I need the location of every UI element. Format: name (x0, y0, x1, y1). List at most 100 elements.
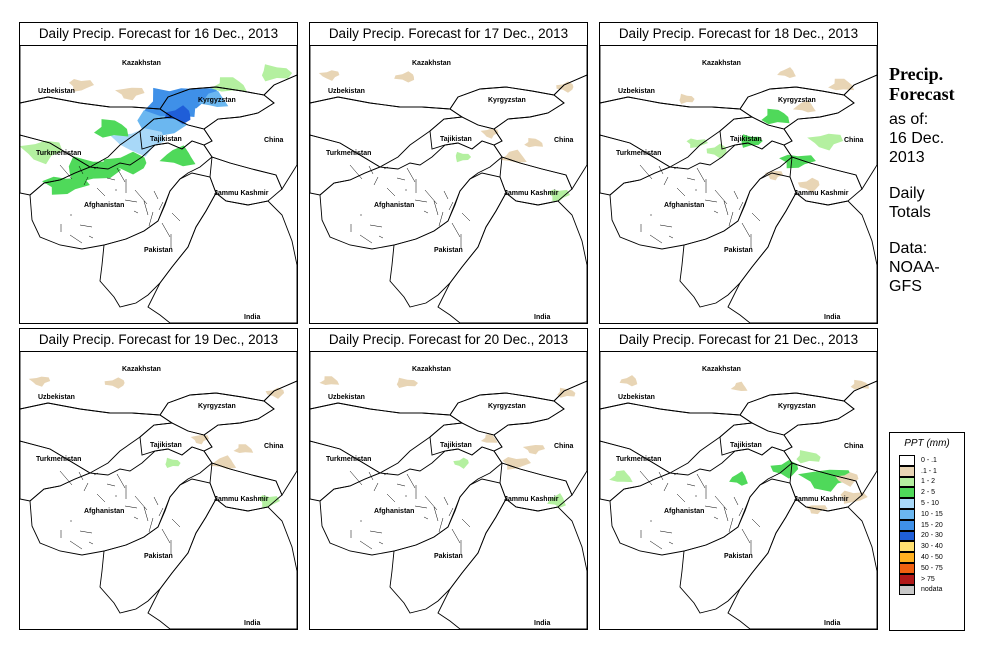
daily-line2: Totals (889, 204, 931, 221)
china-border (203, 74, 297, 190)
turkmenistan-border (310, 440, 382, 502)
country-label: Kazakhstan (122, 60, 161, 67)
province-border (124, 199, 138, 203)
precip-area (840, 490, 868, 504)
country-label: China (844, 443, 864, 450)
country-label: Pakistan (434, 553, 463, 560)
data-line2: NOAA- (889, 259, 940, 276)
province-border (659, 224, 673, 228)
province-border (659, 530, 673, 534)
legend-swatch (899, 508, 915, 520)
province-border (158, 201, 164, 211)
precip-area (455, 151, 472, 163)
province-border (153, 190, 159, 200)
country-label: Uzbekistan (618, 88, 655, 95)
legend-swatch (899, 530, 915, 542)
map-panel-1: Daily Precip. Forecast for 16 Dec., 2013… (19, 22, 298, 324)
precip-map: Kazakhstan Uzbekistan Kyrgyzstan Tajikistan… (600, 351, 877, 629)
turkmenistan-border (600, 134, 672, 196)
legend-item: 2 - 5 (899, 487, 964, 499)
province-border (658, 165, 664, 175)
province-border (153, 496, 159, 506)
province-border (93, 472, 99, 476)
legend-label: 2 - 5 (921, 489, 936, 497)
province-border (124, 505, 138, 509)
province-border (639, 470, 653, 486)
country-label: Afghanistan (84, 508, 124, 515)
province-border (733, 496, 739, 506)
asof-line3: 2013 (889, 149, 925, 166)
province-border (383, 472, 389, 476)
province-border (696, 473, 706, 489)
country-label: Pakistan (724, 553, 753, 560)
province-border (751, 518, 761, 528)
province-border (349, 164, 363, 180)
province-border (696, 167, 706, 183)
province-border (59, 470, 73, 486)
legend-item: 10 - 15 (899, 508, 964, 520)
country-label: Kyrgyzstan (488, 403, 526, 410)
country-label: Turkmenistan (36, 456, 81, 463)
province-border (368, 471, 374, 481)
province-border (714, 189, 728, 205)
legend-label: 20 - 30 (921, 532, 943, 540)
legend-item: 50 - 75 (899, 562, 964, 574)
kashmir-border (209, 462, 283, 512)
china-border (493, 380, 587, 496)
country-label: Jammu Kashmir (794, 496, 849, 503)
province-border (69, 540, 83, 550)
india-border (727, 498, 877, 629)
forecast-info: Precip. Forecast as of: 16 Dec. 2013 Dai… (889, 64, 983, 296)
precip-area (104, 377, 125, 389)
precip-map: Kazakhstan Uzbekistan Kyrgyzstan Tajikistan… (600, 45, 877, 323)
province-border (106, 177, 116, 181)
precip-area (796, 450, 821, 464)
country-label: Kazakhstan (122, 366, 161, 373)
map-panel-4: Daily Precip. Forecast for 19 Dec., 2013… (19, 328, 298, 630)
country-label: Kazakhstan (412, 366, 451, 373)
precip-area (522, 445, 545, 455)
country-label: Turkmenistan (616, 456, 661, 463)
precip-area (94, 119, 129, 138)
kazakhstan-border (310, 351, 587, 416)
province-border (378, 541, 384, 545)
precip-area (258, 495, 280, 508)
province-border (359, 540, 373, 550)
country-label: China (844, 137, 864, 144)
province-border (443, 190, 449, 200)
province-border (161, 222, 171, 238)
province-border (69, 234, 83, 244)
legend-label: > 75 (921, 575, 935, 583)
panel-title: Daily Precip. Forecast for 17 Dec., 2013 (310, 23, 587, 46)
precip-area (805, 505, 828, 515)
province-border (171, 212, 181, 222)
country-label: Kyrgyzstan (198, 403, 236, 410)
country-label: India (244, 620, 260, 627)
turkmenistan-border (20, 134, 92, 196)
province-border (106, 483, 116, 487)
precip-area (480, 433, 498, 443)
province-border (438, 211, 444, 227)
legend-item: > 75 (899, 573, 964, 585)
country-label: Pakistan (434, 247, 463, 254)
india-border (437, 192, 587, 323)
precip-area (394, 71, 415, 83)
country-label: Tajikistan (150, 442, 182, 449)
province-border (96, 187, 106, 197)
precip-area (764, 171, 784, 181)
province-border (133, 210, 139, 214)
legend-label: 50 - 75 (921, 564, 943, 572)
province-border (406, 167, 416, 183)
country-label: Afghanistan (664, 508, 704, 515)
province-border (649, 540, 663, 550)
legend-label: 5 - 10 (921, 500, 939, 508)
afghanistan-border (609, 446, 793, 556)
asof-line2: 16 Dec. (889, 130, 945, 147)
country-label: Tajikistan (730, 442, 762, 449)
province-border (83, 482, 89, 492)
precip-area (777, 67, 796, 78)
precip-area (115, 87, 145, 101)
province-border (423, 210, 429, 214)
precip-area (210, 455, 237, 470)
province-border (728, 211, 734, 227)
